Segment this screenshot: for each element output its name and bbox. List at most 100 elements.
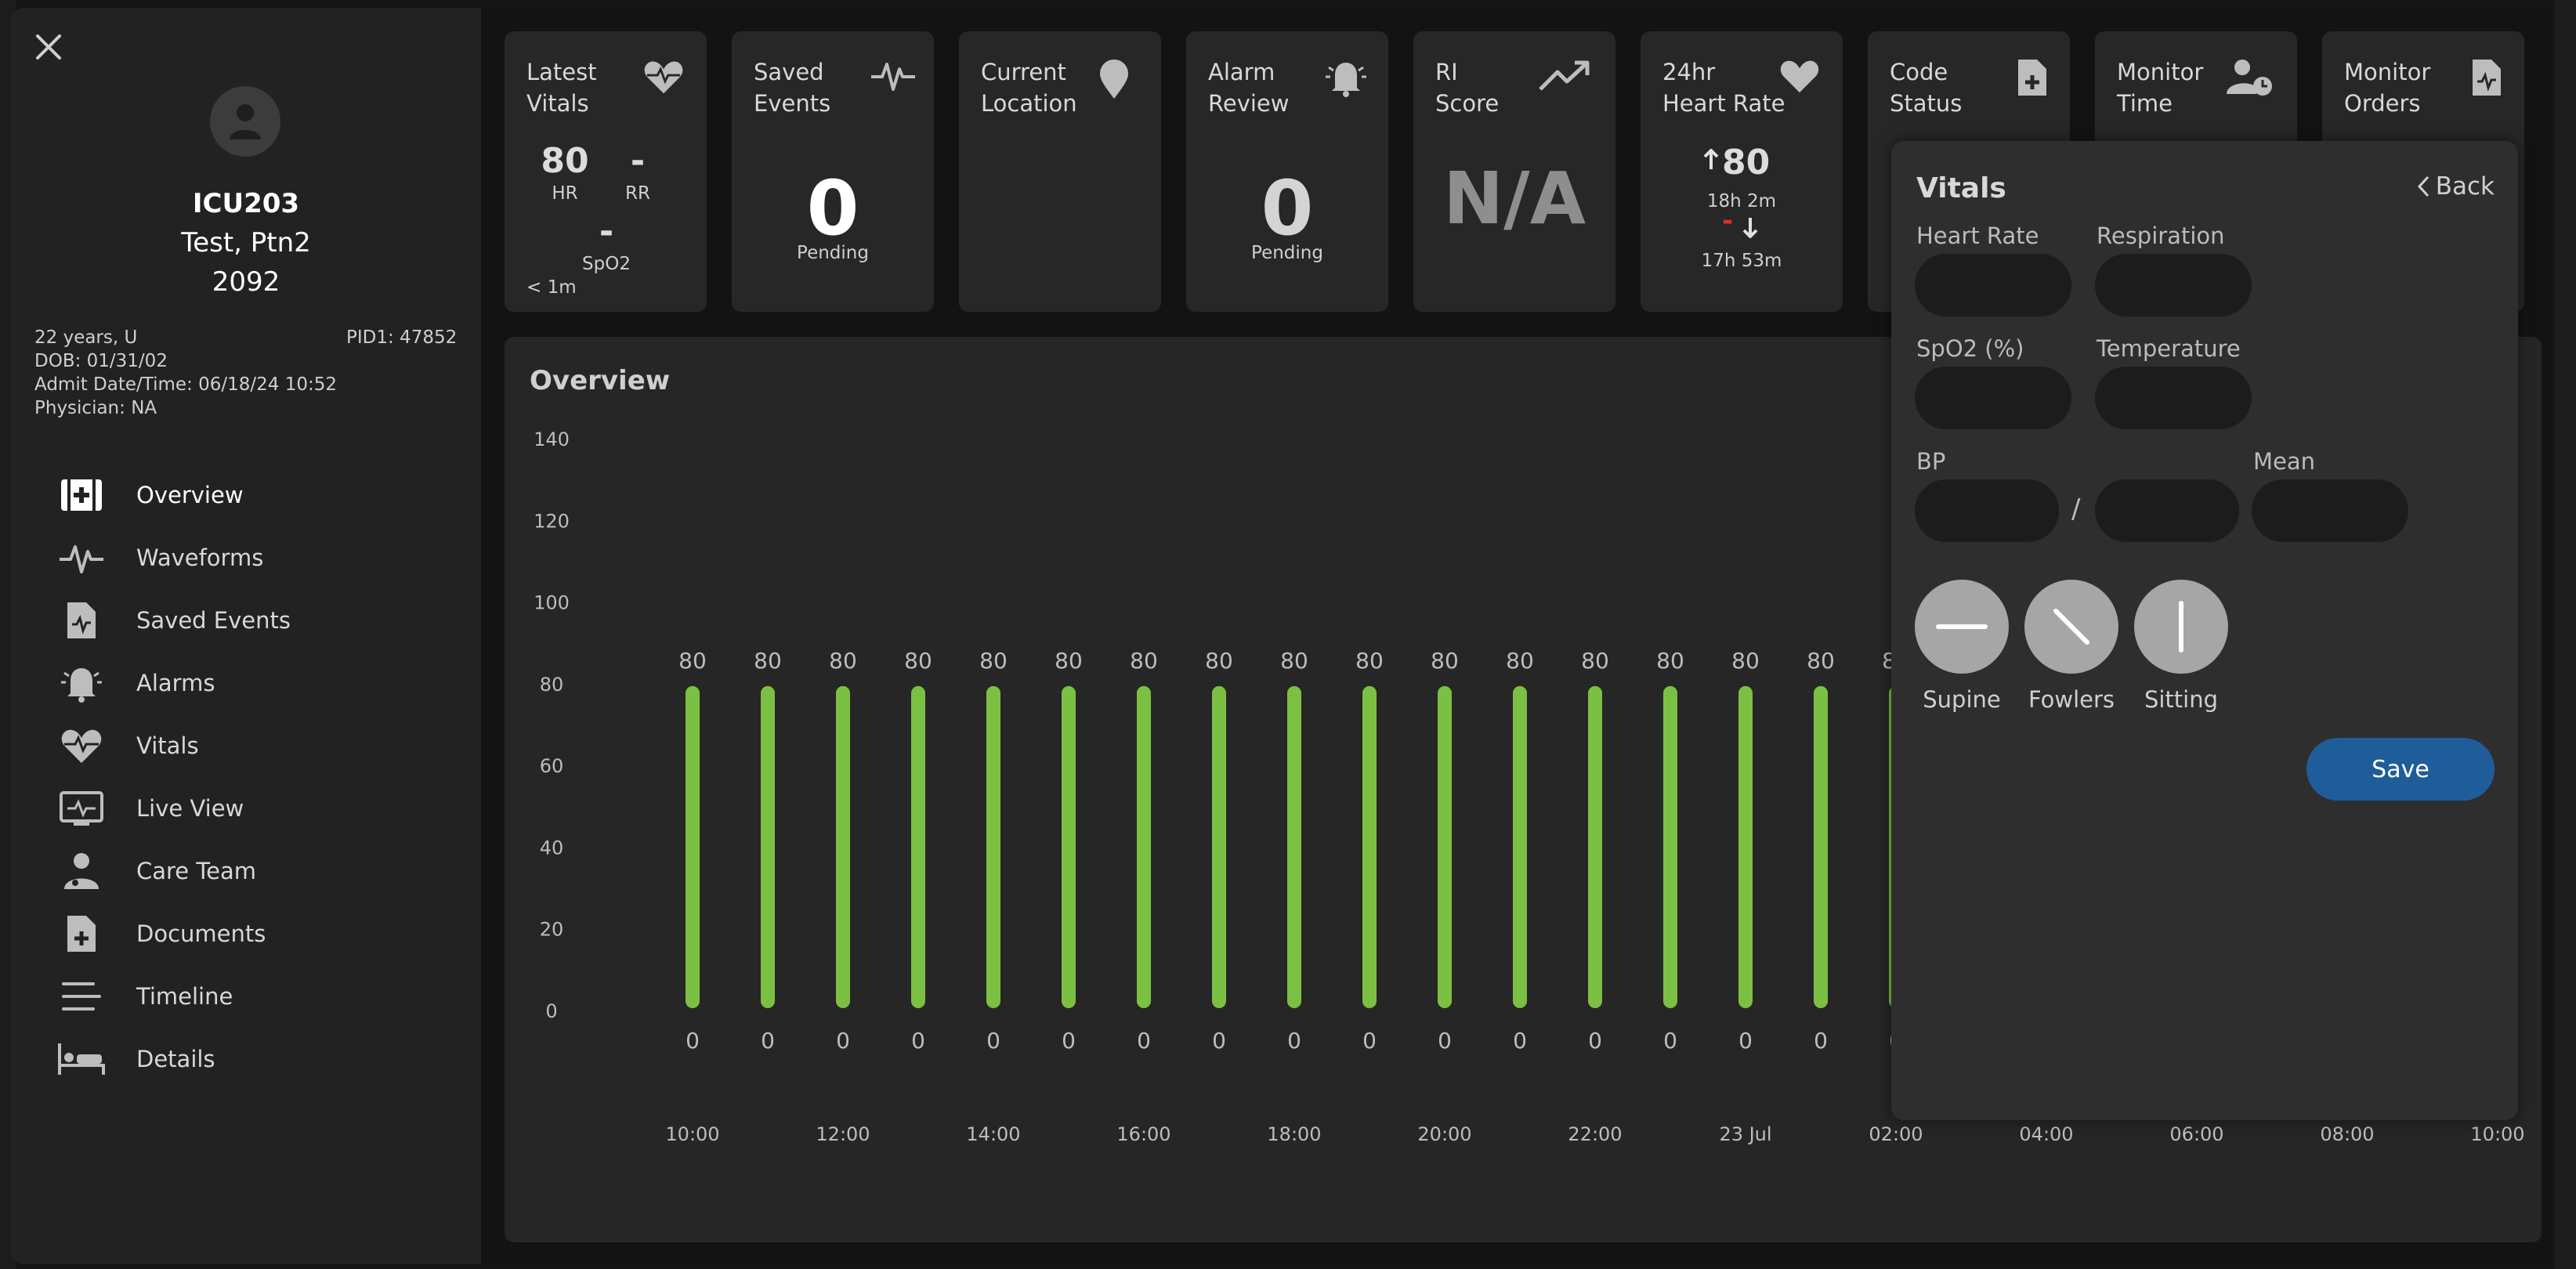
- bp-separator: /: [2071, 494, 2081, 525]
- position-sitting-button[interactable]: [2134, 580, 2228, 674]
- vitals-entry-panel: Vitals Back Heart Rate Respiration SpO2 …: [1891, 141, 2518, 1120]
- sidebar-item-waveforms[interactable]: Waveforms: [58, 526, 291, 589]
- latest-rr-value: -: [630, 141, 646, 181]
- card-24hr-heart-rate[interactable]: 24hr Heart Rate 80 18h 2m - 17h 53m: [1641, 31, 1843, 312]
- back-button[interactable]: Back: [2417, 172, 2495, 201]
- respiration-field[interactable]: [2095, 254, 2252, 316]
- y-tick-label: 20: [540, 919, 564, 941]
- patient-name: Test, Ptn2: [181, 227, 311, 258]
- file-plus-icon: [58, 914, 105, 953]
- bp-diastolic-field[interactable]: [2095, 479, 2239, 542]
- ri-score-value: N/A: [1443, 157, 1586, 240]
- sidebar-item-documents[interactable]: Documents: [58, 902, 291, 965]
- card-title: Heart Rate: [1662, 90, 1785, 117]
- patient-pid: PID1: 47852: [346, 327, 458, 348]
- bar-low-label: 0: [836, 1028, 850, 1054]
- patient-dob: DOB: 01/31/02: [34, 351, 168, 371]
- overview-title: Overview: [530, 365, 671, 396]
- patient-number: 2092: [212, 266, 280, 298]
- saved-events-count: 0: [806, 164, 859, 252]
- y-tick-label: 40: [540, 837, 564, 859]
- position-supine-button[interactable]: [1915, 580, 2009, 674]
- close-icon[interactable]: [33, 31, 64, 63]
- x-tick-label: 10:00: [665, 1123, 719, 1145]
- file-pulse-icon: [58, 601, 105, 640]
- bar-high-label: 80: [1055, 648, 1083, 674]
- card-saved-events[interactable]: Saved Events 0 Pending: [732, 31, 934, 312]
- card-title: Orders: [2344, 90, 2421, 117]
- sidebar-item-alarms[interactable]: Alarms: [58, 652, 291, 714]
- heart-pulse-icon: [58, 726, 105, 765]
- sidebar-item-label: Waveforms: [136, 544, 264, 571]
- card-title: Events: [754, 90, 831, 117]
- x-tick-label: 08:00: [2320, 1123, 2374, 1145]
- bar-low-label: 0: [1137, 1028, 1151, 1054]
- position-fowlers-button[interactable]: [2024, 580, 2118, 674]
- bp-label: BP: [1916, 448, 1946, 475]
- card-latest-vitals[interactable]: Latest Vitals 80 HR - RR - SpO2 < 1m: [505, 31, 707, 312]
- saved-events-sub: Pending: [797, 243, 869, 263]
- bar-low-label: 0: [1814, 1028, 1828, 1054]
- sidebar-item-label: Overview: [136, 482, 244, 508]
- card-title: Review: [1208, 90, 1290, 117]
- y-tick-label: 80: [540, 674, 564, 696]
- hr-24-high: 80: [1722, 143, 1771, 183]
- bar-low-label: 0: [911, 1028, 925, 1054]
- user-icon: [230, 104, 261, 139]
- arrow-up-icon: [1703, 148, 1719, 174]
- card-current-location[interactable]: Current Location: [959, 31, 1161, 312]
- x-tick-label: 10:00: [2470, 1123, 2524, 1145]
- mean-field[interactable]: [2252, 479, 2408, 542]
- bell-icon: [58, 663, 105, 703]
- bar-low-label: 0: [686, 1028, 700, 1054]
- hr-24-low-time: 17h 53m: [1701, 251, 1782, 271]
- file-pulse-icon: [2471, 58, 2502, 100]
- patient-modal: ICU203 Test, Ptn2 2092 22 years, U PID1:…: [11, 8, 2552, 1264]
- bar-low-label: 0: [1738, 1028, 1753, 1054]
- vitals-panel-title: Vitals: [1916, 172, 2006, 204]
- bed-icon: [58, 1039, 105, 1079]
- card-alarm-review[interactable]: Alarm Review 0 Pending: [1186, 31, 1388, 312]
- x-tick-label: 20:00: [1417, 1123, 1471, 1145]
- file-plus-icon: [2017, 58, 2048, 100]
- spo2-field[interactable]: [1915, 367, 2071, 429]
- sidebar-item-details[interactable]: Details: [58, 1028, 291, 1090]
- bar-low-label: 0: [1212, 1028, 1226, 1054]
- monitor-icon: [58, 789, 105, 828]
- bp-systolic-field[interactable]: [1915, 479, 2059, 542]
- card-title: Alarm: [1208, 59, 1275, 85]
- sidebar-item-label: Care Team: [136, 858, 257, 884]
- arrow-down-icon: [1742, 216, 1758, 241]
- heart-rate-field[interactable]: [1915, 254, 2071, 316]
- latest-spo2-label: SpO2: [582, 254, 631, 274]
- bar-high-label: 80: [1581, 648, 1609, 674]
- medical-case-icon: [58, 475, 105, 515]
- pulse-icon: [58, 538, 105, 577]
- x-tick-label: 14:00: [966, 1123, 1020, 1145]
- sidebar-item-vitals[interactable]: Vitals: [58, 714, 291, 777]
- sidebar-item-saved-events[interactable]: Saved Events: [58, 589, 291, 652]
- bar-high-label: 80: [1807, 648, 1835, 674]
- spo2-label: SpO2 (%): [1916, 335, 2024, 362]
- temperature-label: Temperature: [2097, 335, 2241, 362]
- sidebar-item-care-team[interactable]: Care Team: [58, 840, 291, 902]
- bar-high-label: 80: [1656, 648, 1684, 674]
- y-tick-label: 60: [540, 755, 564, 777]
- supine-icon: [1936, 624, 1988, 629]
- sidebar-item-timeline[interactable]: Timeline: [58, 965, 291, 1028]
- temperature-field[interactable]: [2095, 367, 2252, 429]
- doctor-icon: [58, 851, 105, 891]
- chevron-left-icon: [2417, 175, 2429, 197]
- latest-spo2-value: -: [599, 212, 614, 251]
- respiration-label: Respiration: [2097, 222, 2225, 249]
- sidebar-item-label: Live View: [136, 795, 244, 822]
- sidebar-item-live-view[interactable]: Live View: [58, 777, 291, 840]
- user-clock-icon: [2225, 58, 2275, 100]
- latest-rr-label: RR: [625, 183, 650, 204]
- card-ri-score[interactable]: RI Score N/A: [1413, 31, 1615, 312]
- sidebar-item-overview[interactable]: Overview: [58, 464, 291, 526]
- patient-physician: Physician: NA: [34, 398, 157, 418]
- save-button[interactable]: Save: [2306, 738, 2495, 801]
- patient-admit: Admit Date/Time: 06/18/24 10:52: [34, 374, 338, 395]
- sidebar-item-label: Vitals: [136, 732, 199, 759]
